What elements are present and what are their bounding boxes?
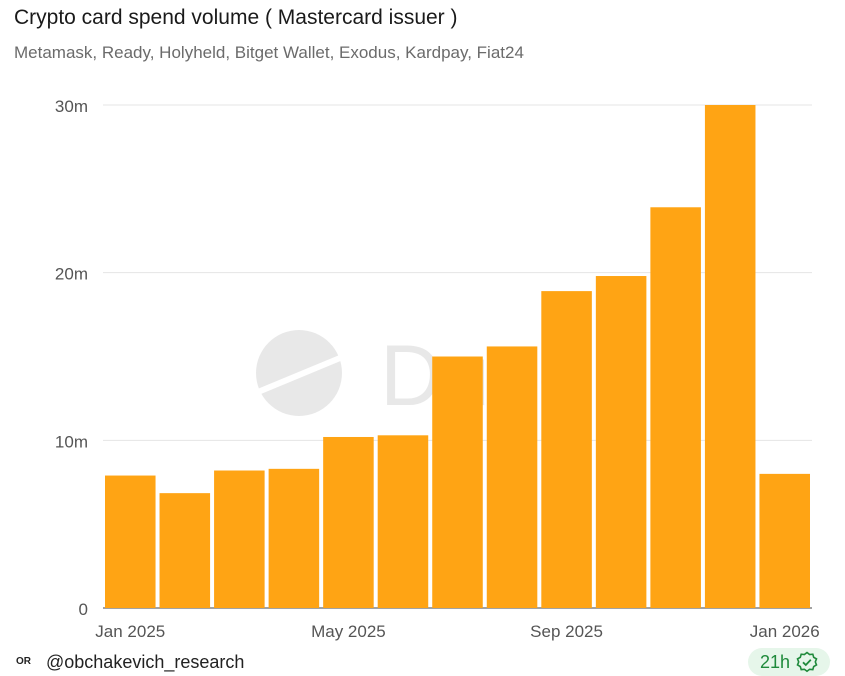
x-tick-label: May 2025 — [311, 622, 386, 641]
bar-2025-12[interactable] — [704, 105, 756, 608]
or-logo: OR — [16, 656, 31, 667]
bar-2025-05[interactable] — [323, 436, 374, 608]
author-link[interactable]: @obchakevich_research — [46, 652, 245, 672]
bar-2025-04[interactable] — [268, 468, 320, 608]
x-tick-label: Jan 2026 — [750, 622, 820, 641]
bar-2025-02[interactable] — [159, 493, 211, 608]
x-tick-label: Sep 2025 — [530, 622, 603, 641]
bar-2025-10[interactable] — [595, 276, 647, 608]
y-tick-label: 20m — [55, 265, 88, 284]
bar-2025-07[interactable] — [432, 356, 483, 609]
y-tick-label: 0 — [79, 600, 88, 619]
age-label: 21h — [759, 651, 791, 672]
freshness-badge: 21h — [748, 648, 830, 676]
bar-2025-08[interactable] — [486, 346, 538, 608]
bar-2026-01[interactable] — [759, 473, 810, 608]
bar-2025-09[interactable] — [541, 291, 592, 608]
bar-2025-11[interactable] — [650, 207, 701, 608]
bar-2025-03[interactable] — [214, 470, 265, 608]
chart-subtitle: Metamask, Ready, Holyheld, Bitget Wallet… — [14, 43, 524, 62]
y-tick-label: 10m — [55, 432, 88, 451]
x-tick-label: Jan 2025 — [95, 622, 165, 641]
chart-title: Crypto card spend volume ( Mastercard is… — [14, 6, 458, 29]
bar-2025-01[interactable] — [105, 475, 156, 608]
verified-check-icon — [796, 651, 818, 673]
bar-2025-06[interactable] — [377, 435, 429, 608]
y-tick-label: 30m — [55, 97, 88, 116]
